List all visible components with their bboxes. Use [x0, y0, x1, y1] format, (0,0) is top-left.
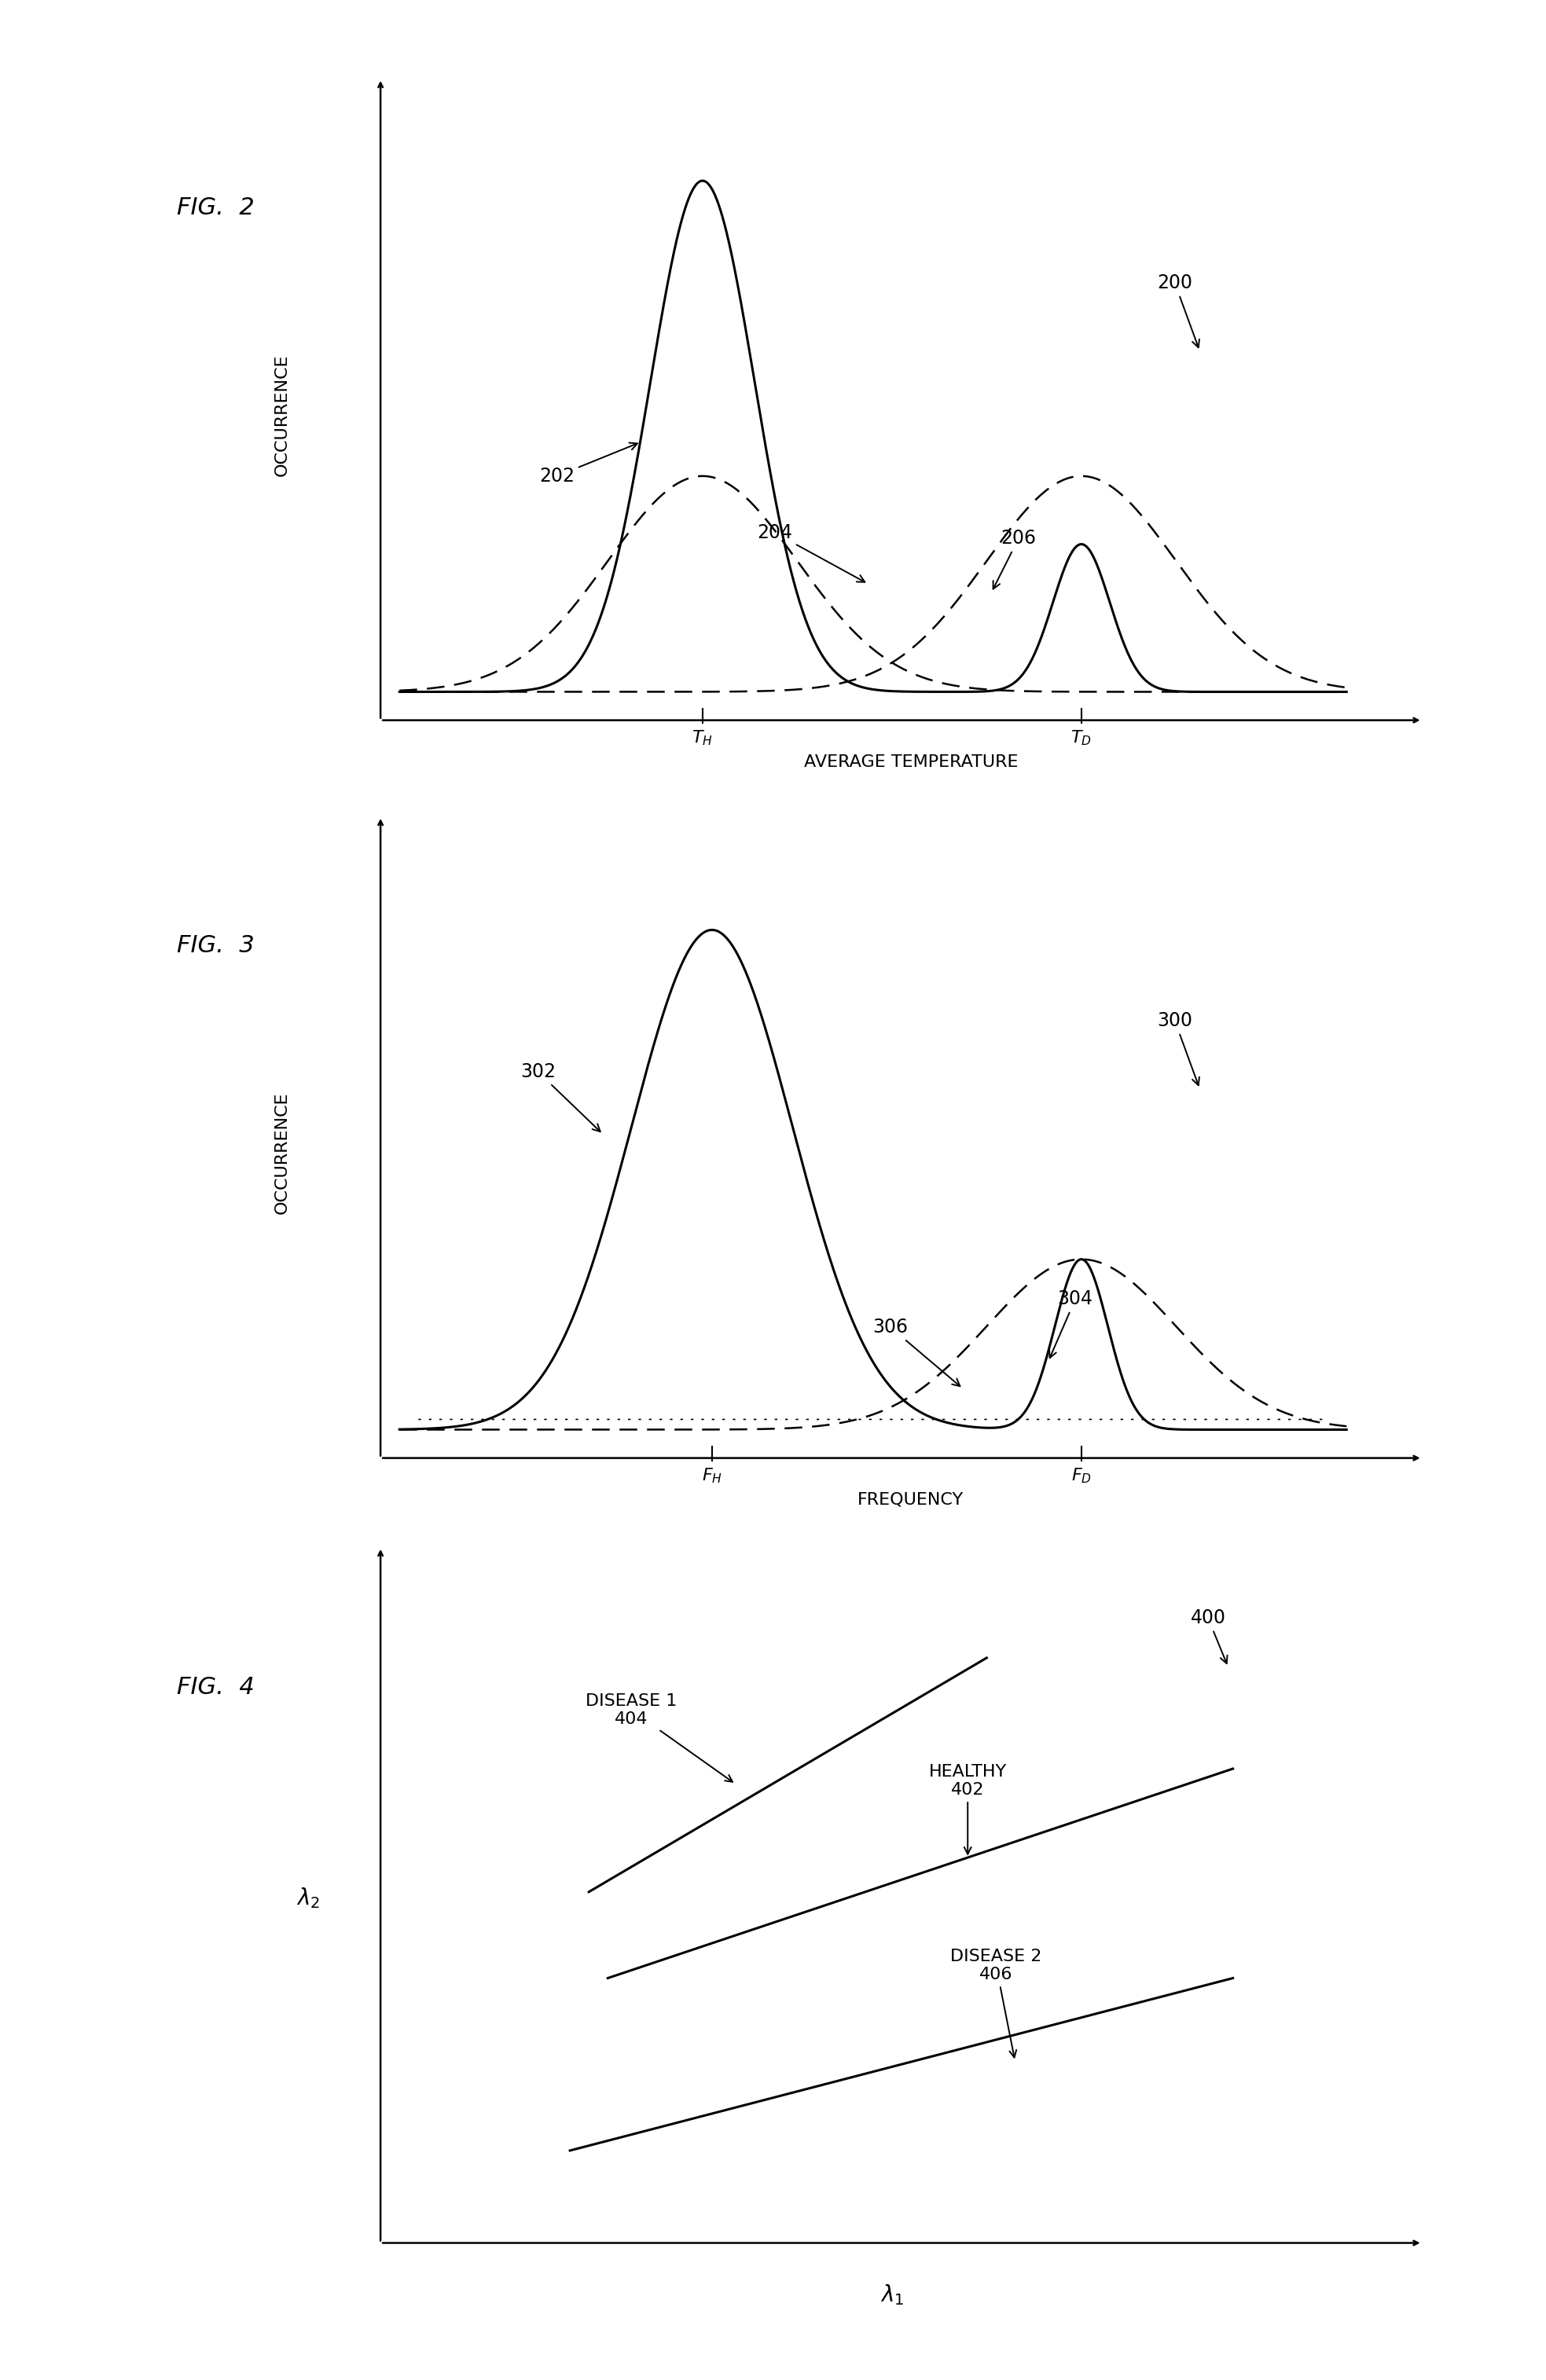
Text: 306: 306	[873, 1319, 960, 1385]
Text: 400: 400	[1190, 1609, 1228, 1664]
Text: DISEASE 2
406: DISEASE 2 406	[951, 1949, 1042, 2056]
Text: 206: 206	[993, 528, 1036, 588]
Text: $\lambda_2$: $\lambda_2$	[297, 1885, 320, 1911]
Text: 304: 304	[1050, 1290, 1093, 1359]
Text: $F_D$: $F_D$	[1071, 1466, 1091, 1485]
Text: 302: 302	[521, 1061, 600, 1130]
Text: FIG.  4: FIG. 4	[176, 1676, 254, 1699]
Text: 204: 204	[758, 524, 864, 583]
Text: AVERAGE TEMPERATURE: AVERAGE TEMPERATURE	[804, 754, 1017, 771]
Text: OCCURRENCE: OCCURRENCE	[274, 355, 289, 476]
Text: $\lambda_1$: $\lambda_1$	[880, 2282, 904, 2306]
Text: $T_D$: $T_D$	[1071, 728, 1091, 747]
Text: DISEASE 1
404: DISEASE 1 404	[586, 1692, 733, 1783]
Text: FREQUENCY: FREQUENCY	[858, 1492, 965, 1509]
Text: $F_H$: $F_H$	[702, 1466, 722, 1485]
Text: $T_H$: $T_H$	[693, 728, 713, 747]
Text: HEALTHY
402: HEALTHY 402	[929, 1764, 1006, 1854]
Text: 300: 300	[1156, 1012, 1200, 1085]
Text: FIG.  3: FIG. 3	[176, 935, 254, 957]
Text: 200: 200	[1156, 274, 1200, 347]
Text: OCCURRENCE: OCCURRENCE	[274, 1092, 289, 1214]
Text: FIG.  2: FIG. 2	[176, 198, 254, 219]
Text: 202: 202	[540, 443, 637, 486]
